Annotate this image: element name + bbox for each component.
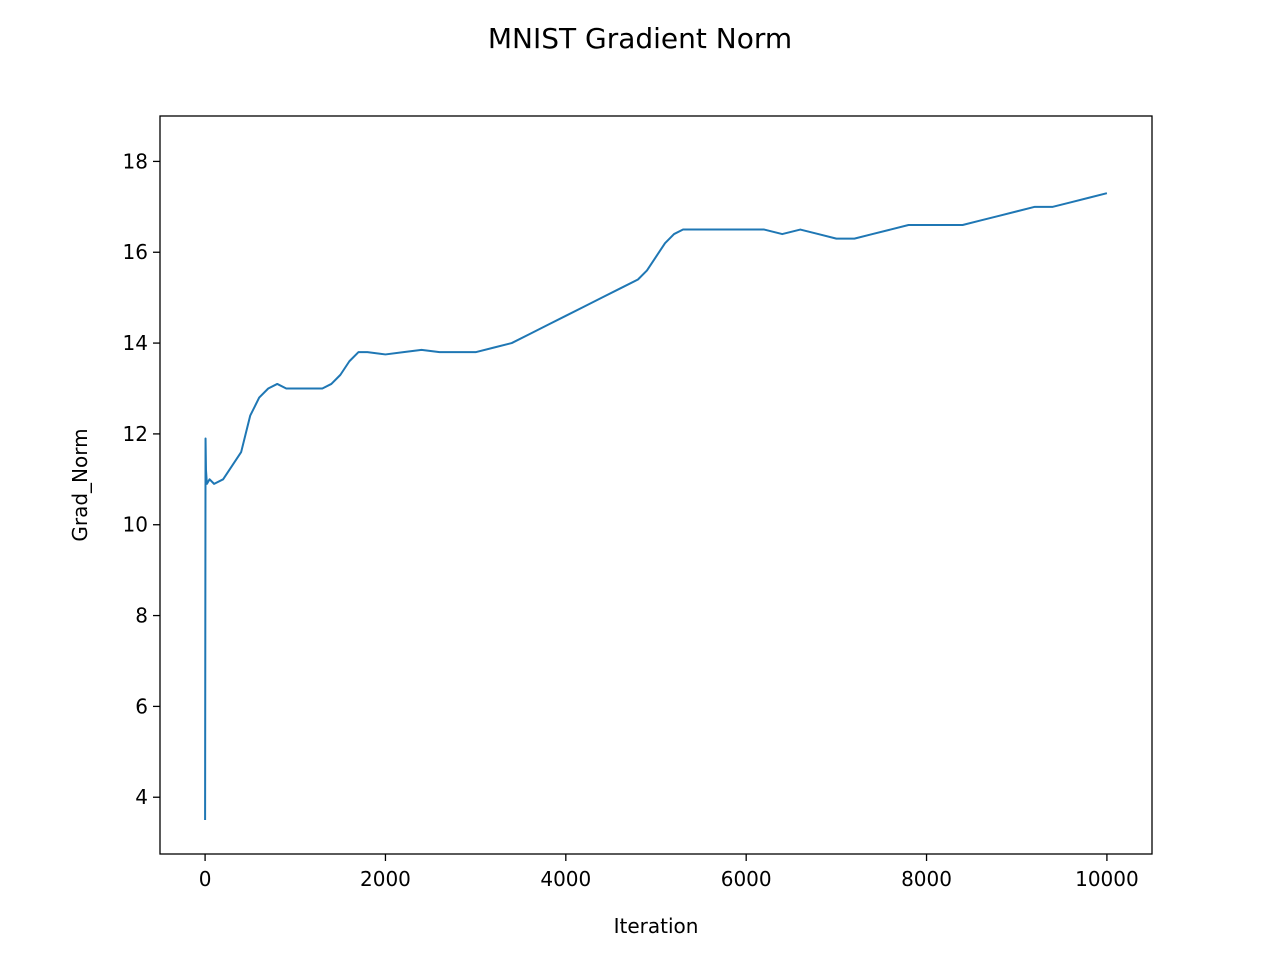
y-tick-label: 6 (135, 694, 148, 718)
y-tick-label: 16 (123, 240, 148, 264)
y-tick-label: 18 (123, 149, 148, 173)
x-tick-label: 4000 (540, 867, 591, 891)
y-axis-label: Grad_Norm (68, 428, 92, 541)
x-tick-label: 6000 (721, 867, 772, 891)
y-tick-label: 10 (123, 513, 148, 537)
series-layer (204, 192, 1108, 820)
x-tick-label: 10000 (1075, 867, 1139, 891)
y-tick-label: 14 (123, 331, 148, 355)
x-tick-label: 8000 (901, 867, 952, 891)
y-axis: 4 6 8 10 12 14 16 18 (123, 149, 160, 809)
y-tick-label: 12 (123, 422, 148, 446)
chart-title: MNIST Gradient Norm (488, 22, 792, 55)
plot-frame (159, 115, 1153, 855)
x-tick-label: 2000 (360, 867, 411, 891)
series-line (204, 192, 1108, 820)
y-tick-label: 4 (135, 785, 148, 809)
x-axis: 0 2000 4000 6000 8000 10000 (199, 854, 1139, 891)
x-axis-label: Iteration (614, 914, 699, 938)
y-tick-label: 8 (135, 604, 148, 628)
x-tick-label: 0 (199, 867, 212, 891)
